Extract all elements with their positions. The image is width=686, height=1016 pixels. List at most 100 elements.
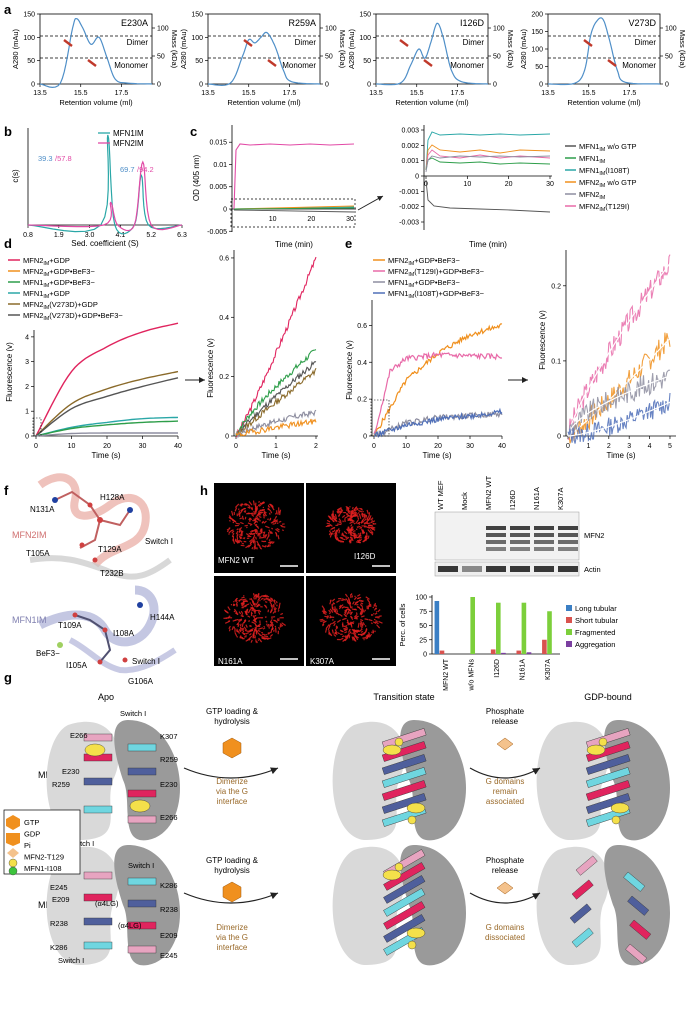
mitochondria-mark [342, 535, 347, 537]
series-line [35, 377, 179, 437]
mitochondria-mark [241, 627, 245, 633]
mitochondria-mark [267, 623, 270, 629]
mitochondria-mark [249, 532, 255, 536]
step-sublabel: G domains [486, 777, 525, 786]
blot-band [486, 526, 506, 530]
x-tick-label: 1 [274, 443, 278, 450]
mitochondria-mark [366, 519, 370, 523]
mitochondria-mark [271, 531, 273, 535]
mitochondria-mark [255, 624, 257, 627]
x-tick-label: 17.5 [451, 90, 465, 97]
i108-icon [8, 866, 18, 876]
mitochondria-mark [242, 619, 247, 624]
mitochondria-mark [343, 613, 347, 618]
y-tick-label: 50 [535, 64, 543, 71]
mitochondria-mark [333, 610, 336, 613]
mitochondria-mark [240, 601, 244, 605]
mitochondria-mark [333, 622, 336, 627]
mitochondria-mark [326, 519, 331, 523]
mitochondria-mark [241, 598, 247, 601]
step-label: hydrolysis [214, 717, 250, 726]
mitochondria-mark [275, 601, 278, 604]
schematic-legend: GTP GDP Pi MFN2-T129 MFN1-I108 [3, 809, 81, 876]
mitochondria-mark [359, 620, 362, 623]
mitochondria-mark [346, 608, 351, 612]
helix-bar [127, 921, 157, 930]
x-axis-label: Retention volume (ml) [227, 98, 301, 107]
mitochondria-mark [239, 503, 244, 506]
mitochondria-mark [253, 618, 256, 622]
mitochondria-mark [263, 510, 267, 514]
x-tick-label: 20 [103, 443, 111, 450]
mitochondria-mark [228, 533, 230, 535]
mitochondria-mark [267, 518, 269, 521]
mitochondria-mark [342, 639, 346, 643]
x-tick-label: 2 [314, 443, 318, 450]
monomer-label: Monomer [450, 61, 484, 70]
mitochondria-mark [365, 532, 368, 538]
y-tick-label: 150 [191, 12, 203, 19]
mitochondria-mark [269, 620, 274, 624]
mitochondria-mark [356, 593, 361, 597]
dimer-label: Dimer [635, 38, 657, 47]
bar-aggregation [501, 652, 506, 654]
x-tick-label: 13.5 [33, 90, 47, 97]
x-tick-label: 3.0 [85, 232, 95, 239]
mitochondria-mark [261, 545, 267, 548]
y-tick-label: 150 [359, 12, 371, 19]
monomer-label: Monomer [282, 61, 316, 70]
x-tick-label: 0.8 [23, 232, 33, 239]
gtp-site [129, 799, 151, 813]
mitochondria-mark [357, 532, 360, 535]
panel-e-xlabel-left: Time (s) [422, 451, 451, 460]
mitochondria-mark [280, 612, 284, 616]
mitochondria-mark [338, 518, 342, 523]
residue-label: E245 [160, 951, 178, 960]
x-tick-label: 1 [586, 443, 590, 450]
x-tick-label: 1.9 [54, 232, 64, 239]
mitochondria-mark [353, 617, 358, 620]
mitochondria-mark [353, 537, 356, 540]
bar-legend-swatch [566, 641, 572, 647]
mitochondria-mark [234, 507, 238, 512]
mitochondria-mark [250, 541, 253, 544]
y-tick-label: 0 [363, 434, 367, 441]
mitochondria-mark [363, 525, 366, 528]
annotation-right-b: /94.2 [137, 165, 154, 174]
residue-label: (α4LG) [118, 921, 142, 930]
mitochondria-mark [262, 513, 266, 517]
mitochondria-mark [252, 634, 255, 639]
mitochondria-mark [251, 530, 254, 533]
mitochondria-mark [252, 619, 258, 623]
mitochondria-mark [242, 632, 245, 635]
y-tick-label: 0.2 [357, 397, 367, 404]
plot-frame [375, 13, 489, 85]
legend-entry: GDP [24, 830, 40, 839]
mitochondria-mark [228, 515, 231, 518]
mitochondria-mark [359, 536, 362, 539]
mitochondria-mark [334, 514, 338, 520]
series-line-mfn2im [27, 160, 183, 232]
mitochondria-mark [324, 615, 329, 618]
y-tick-label: 0.1 [551, 358, 561, 365]
mitochondria-mark [368, 619, 373, 622]
mitochondria-mark [274, 610, 277, 613]
mitochondria-mark [371, 614, 374, 617]
mitochondria-mark [257, 595, 260, 599]
mitochondria-mark [257, 611, 261, 615]
label-switch-i-top: Switch I [145, 537, 173, 546]
process-arrow [469, 767, 541, 779]
cell-image-i126d: I126D [306, 483, 396, 573]
mitochondria-mark [371, 527, 375, 530]
mitochondria-mark [241, 603, 245, 607]
blot-band [534, 547, 554, 551]
mitochondria-mark [245, 526, 248, 529]
panel-c-ylabel: OD (405 nm) [192, 155, 201, 202]
legend-entry: MFN2IM+GDP•BeF3− [388, 256, 460, 267]
y-axis-label-left: A280 (mAu) [347, 28, 356, 69]
y-axis-label-right: Mass (kDa) [678, 30, 686, 69]
mitochondria-mark [368, 512, 371, 517]
mitochondria-mark [329, 532, 333, 538]
y-tick-label: 0 [415, 174, 419, 181]
